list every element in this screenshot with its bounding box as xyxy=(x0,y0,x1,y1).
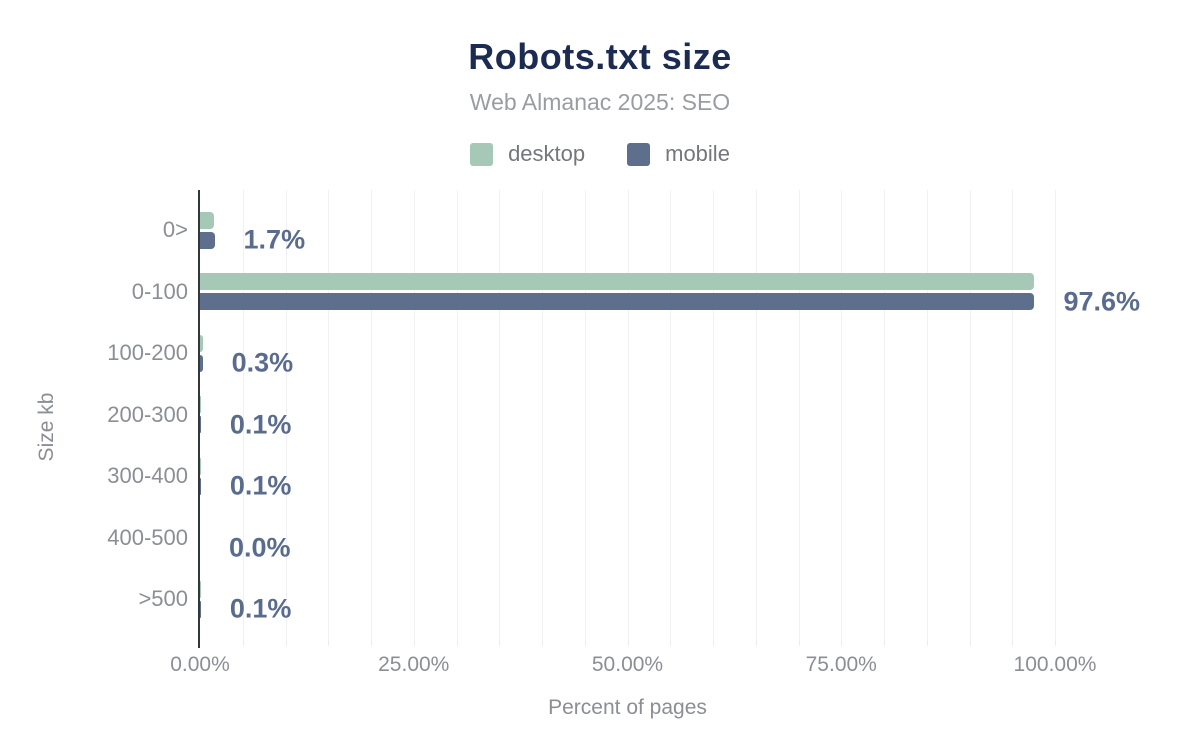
axis-tick xyxy=(1012,640,1014,646)
grid-line xyxy=(413,190,415,640)
bar-mobile-200-300[interactable] xyxy=(200,416,201,433)
category-label: >500 xyxy=(138,586,188,611)
grid-line xyxy=(371,190,372,640)
legend: desktop mobile xyxy=(0,141,1200,167)
x-tick-label: 75.00% xyxy=(805,653,877,676)
legend-swatch-mobile xyxy=(627,142,651,166)
bar-mobile-100-200[interactable] xyxy=(200,354,203,372)
x-tick-label: 100.00% xyxy=(1013,653,1097,676)
bar-mobile-300-400[interactable] xyxy=(200,477,201,495)
grid-line xyxy=(969,190,971,640)
value-label: 0.0% xyxy=(229,532,291,562)
axis-tick xyxy=(884,640,885,646)
x-axis-title: Percent of pages xyxy=(548,696,707,719)
x-tick-label: 25.00% xyxy=(378,653,450,676)
grid-line xyxy=(755,190,757,640)
axis-tick xyxy=(542,640,543,646)
bar-mobile-0-100[interactable] xyxy=(200,293,1035,310)
axis-tick xyxy=(627,640,629,646)
axis-tick xyxy=(456,640,458,646)
axis-tick xyxy=(1055,640,1056,646)
axis-tick xyxy=(841,640,843,646)
legend-item-label: desktop xyxy=(508,141,586,166)
grid-line xyxy=(926,190,928,640)
grid-line xyxy=(841,190,843,640)
grid-line xyxy=(884,190,885,640)
legend-item-desktop[interactable]: desktop xyxy=(470,141,585,167)
axis-tick xyxy=(242,640,244,646)
grid-line xyxy=(670,190,672,640)
axis-tick xyxy=(285,640,287,646)
value-label: 0.1% xyxy=(229,409,292,439)
axis-tick xyxy=(926,640,928,646)
axis-tick xyxy=(755,640,757,646)
axis-tick xyxy=(371,640,372,646)
category-label: 200-300 xyxy=(107,401,188,427)
bar-desktop-100-200[interactable] xyxy=(200,334,203,352)
category-label: 0> xyxy=(162,217,188,242)
grid-line xyxy=(713,190,714,640)
bar-desktop->500[interactable] xyxy=(200,580,201,598)
bar-desktop-0-100[interactable] xyxy=(200,273,1034,290)
grid-line xyxy=(285,190,287,640)
axis-tick xyxy=(584,640,586,646)
axis-tick xyxy=(670,640,672,646)
grid-line xyxy=(1012,190,1014,640)
grid-line xyxy=(242,190,244,640)
axis-tick xyxy=(413,640,415,646)
chart-title: Robots.txt size xyxy=(468,36,732,77)
axis-tick xyxy=(798,640,800,646)
bar-desktop-200-300[interactable] xyxy=(200,396,201,413)
value-label: 0.1% xyxy=(229,593,292,624)
value-label: 0.3% xyxy=(231,347,294,378)
grid-line xyxy=(584,190,586,640)
category-label: 100-200 xyxy=(107,340,188,365)
grid-line xyxy=(1055,190,1056,640)
grid-line xyxy=(798,190,800,640)
legend-swatch-desktop xyxy=(470,142,494,166)
chart-subtitle: Web Almanac 2025: SEO xyxy=(469,89,731,115)
axis-tick xyxy=(499,640,501,646)
value-label: 0.1% xyxy=(229,470,292,501)
bar-desktop-0>[interactable] xyxy=(200,211,214,229)
bar-mobile->500[interactable] xyxy=(200,600,201,618)
axis-tick xyxy=(328,640,330,646)
value-label: 1.7% xyxy=(243,224,306,255)
grid-line xyxy=(456,190,458,640)
grid-line xyxy=(542,190,543,640)
category-label: 0-100 xyxy=(131,278,188,304)
axis-tick xyxy=(713,640,714,646)
x-tick-label: 0.00% xyxy=(170,653,230,676)
x-tick-label: 50.00% xyxy=(591,653,664,676)
category-label: 400-500 xyxy=(107,524,188,550)
grid-line xyxy=(328,190,330,640)
value-label: 97.6% xyxy=(1063,286,1141,316)
axis-tick xyxy=(969,640,971,646)
legend-item-label: mobile xyxy=(665,141,730,166)
legend-item-mobile[interactable]: mobile xyxy=(627,141,730,167)
grid-line xyxy=(499,190,501,640)
bar-mobile-0>[interactable] xyxy=(200,231,215,249)
bar-desktop-300-400[interactable] xyxy=(200,457,201,475)
grid-line xyxy=(627,190,629,640)
category-label: 300-400 xyxy=(107,463,188,488)
y-axis-line xyxy=(198,190,200,648)
